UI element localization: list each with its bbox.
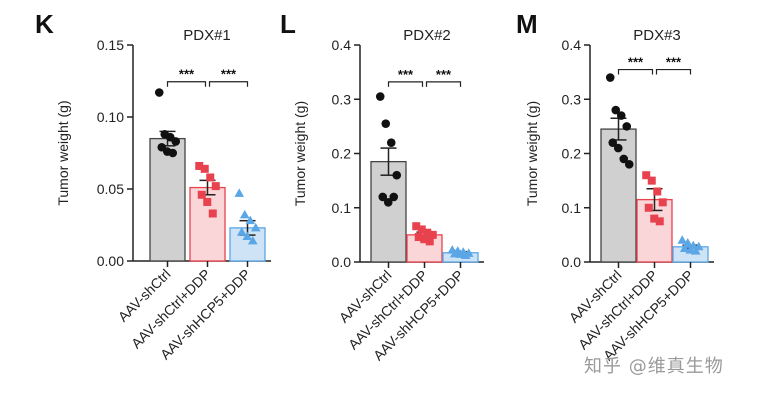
significance-bracket (655, 68, 692, 75)
data-point (417, 225, 426, 234)
chart-title: PDX#1 (183, 27, 231, 44)
data-point (690, 246, 701, 255)
data-point (414, 233, 423, 242)
data-point (386, 138, 396, 147)
data-point (375, 92, 385, 101)
data-point (624, 160, 634, 169)
bar (370, 160, 407, 263)
significance-bracket (166, 81, 207, 87)
significance-label: *** (628, 55, 644, 70)
data-point (605, 73, 615, 82)
y-axis-label: Tumor weight (g) (55, 100, 71, 205)
y-tick-label: 0.2 (562, 146, 582, 162)
data-point (208, 209, 217, 218)
y-tick-label: 0.0 (562, 254, 582, 270)
significance-label: *** (666, 55, 682, 70)
data-point (423, 228, 432, 237)
data-point (642, 171, 651, 180)
data-point (682, 238, 693, 247)
data-point (616, 111, 626, 120)
data-point (655, 217, 664, 226)
data-point (234, 188, 245, 197)
significance-label: *** (398, 67, 414, 82)
data-point (200, 164, 209, 173)
data-point (242, 231, 253, 241)
data-point (412, 222, 421, 231)
bar (149, 137, 186, 262)
data-point (378, 192, 388, 202)
significance-bracket (617, 68, 654, 75)
data-point (611, 105, 621, 115)
data-point (608, 138, 618, 147)
data-point (685, 245, 696, 254)
data-point (247, 235, 258, 245)
data-point (211, 182, 220, 191)
chart-title: PDX#3 (633, 27, 681, 44)
data-point (425, 237, 434, 246)
data-point (245, 215, 256, 225)
data-point (647, 176, 656, 185)
data-point (171, 137, 181, 146)
y-tick-label: 0.3 (562, 91, 582, 107)
data-point (677, 235, 688, 244)
significance-bracket (425, 81, 462, 87)
y-tick-label: 0.0 (332, 254, 352, 270)
significance-label: *** (221, 67, 237, 82)
y-tick-label: 0.4 (562, 37, 582, 53)
data-point (203, 197, 212, 206)
data-point (613, 143, 623, 153)
panel-letter: M (516, 9, 538, 39)
y-axis-label: Tumor weight (g) (292, 101, 308, 206)
y-tick-label: 0.05 (97, 181, 124, 197)
data-point (622, 122, 632, 131)
data-point (679, 243, 690, 252)
y-tick-label: 0.4 (332, 37, 352, 53)
data-point (381, 119, 391, 128)
data-point (455, 249, 466, 258)
bar (406, 234, 443, 263)
panel-letter: K (35, 9, 54, 39)
data-point (658, 198, 667, 207)
data-point (650, 214, 659, 223)
y-tick-label: 0.2 (332, 146, 352, 162)
data-point (644, 203, 653, 212)
data-point (420, 235, 429, 244)
data-point (619, 154, 629, 164)
data-point (383, 198, 393, 207)
panel-letter: L (280, 9, 296, 39)
data-point (460, 250, 471, 259)
data-point (236, 227, 247, 236)
chart-title: PDX#2 (403, 27, 451, 44)
data-point (428, 230, 437, 239)
y-tick-label: 0.1 (332, 200, 352, 216)
data-point (197, 190, 206, 199)
data-point (154, 88, 164, 97)
data-point (206, 173, 215, 182)
significance-bracket (208, 81, 249, 87)
data-point (389, 192, 399, 202)
data-point (250, 222, 261, 232)
data-point (239, 209, 250, 219)
significance-label: *** (436, 67, 452, 82)
data-point (653, 187, 662, 196)
y-tick-label: 0.00 (97, 253, 124, 269)
significance-label: *** (179, 67, 195, 82)
data-point (168, 148, 178, 158)
y-tick-label: 0.1 (562, 200, 582, 216)
significance-bracket (387, 81, 424, 87)
data-point (392, 170, 402, 180)
y-tick-label: 0.15 (97, 37, 124, 53)
watermark: 知乎 @维真生物 (584, 356, 724, 377)
y-tick-label: 0.10 (97, 109, 124, 125)
data-point (195, 161, 204, 170)
y-axis-label: Tumor weight (g) (524, 101, 540, 206)
y-tick-label: 0.3 (332, 91, 352, 107)
